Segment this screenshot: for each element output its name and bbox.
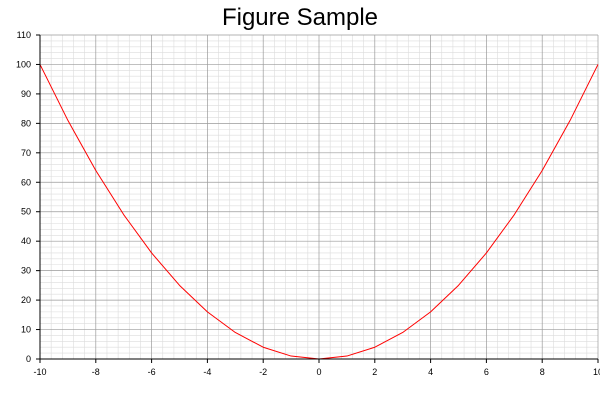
y-tick-label: 80 — [21, 118, 31, 128]
y-tick-label: 100 — [16, 59, 31, 69]
x-tick-label: 4 — [428, 367, 433, 377]
y-tick-label: 10 — [21, 325, 31, 335]
axes — [39, 35, 598, 360]
x-tick-label: 0 — [316, 367, 321, 377]
y-tick-label: 40 — [21, 236, 31, 246]
x-tick-label: 10 — [593, 367, 600, 377]
tick-marks — [36, 34, 599, 363]
x-tick-label: -4 — [203, 367, 211, 377]
y-tick-label: 20 — [21, 295, 31, 305]
y-tick-label: 60 — [21, 177, 31, 187]
y-tick-label: 50 — [21, 207, 31, 217]
y-tick-label: 30 — [21, 266, 31, 276]
chart-title: Figure Sample — [221, 4, 379, 31]
y-tick-label: 110 — [17, 30, 31, 40]
x-tick-label: -8 — [92, 367, 100, 377]
tick-labels: -10-8-6-4-202468100102030405060708090100… — [16, 30, 600, 377]
x-tick-label: -6 — [148, 367, 156, 377]
x-tick-label: 6 — [484, 367, 489, 377]
x-tick-label: 2 — [372, 367, 377, 377]
x-tick-label: 8 — [540, 367, 545, 377]
y-tick-label: 0 — [26, 354, 31, 364]
y-tick-label: 90 — [21, 89, 31, 99]
x-tick-label: -2 — [259, 367, 267, 377]
x-tick-label: -10 — [33, 367, 46, 377]
major-grid — [39, 34, 599, 360]
y-tick-label: 70 — [21, 148, 31, 158]
